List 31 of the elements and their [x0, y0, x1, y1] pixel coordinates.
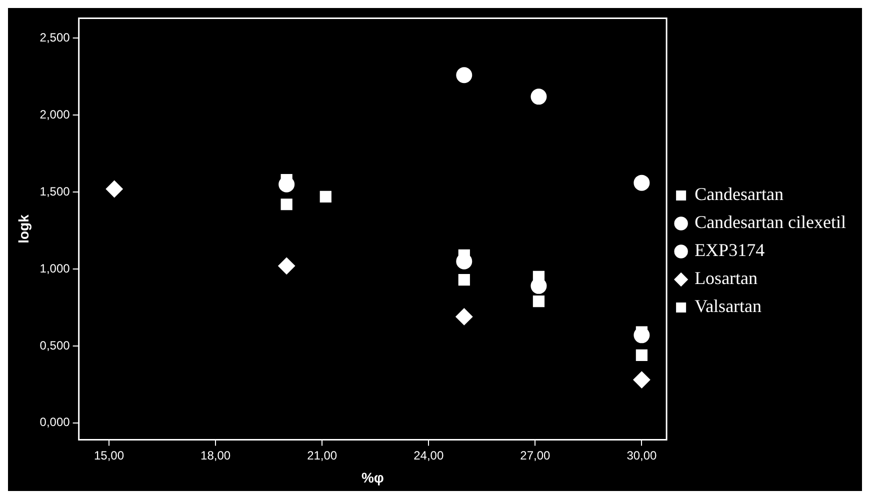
point [320, 190, 332, 202]
y-tick-label: 0,500 [40, 338, 70, 352]
x-axis-title: %φ [361, 469, 384, 486]
x-tick-label: 21,00 [307, 448, 338, 462]
y-axis-title: logk [15, 214, 32, 244]
point [530, 88, 547, 105]
y-tick-label: 2,000 [40, 107, 70, 122]
y-tick-label: 1,500 [40, 184, 70, 198]
x-tick-label: 18,00 [200, 448, 231, 462]
x-tick-label: 15,00 [94, 448, 124, 462]
x-tick-label: 30,00 [626, 448, 658, 462]
point [633, 371, 650, 388]
point [532, 296, 545, 308]
point [456, 308, 473, 326]
point [106, 180, 123, 198]
point [456, 67, 472, 84]
x-tick-label: 27,00 [520, 448, 551, 462]
y-tick-label: 2,500 [40, 30, 70, 45]
legend-label: Losartan [694, 268, 758, 288]
point [278, 257, 296, 274]
y-tick-label: 1,000 [40, 261, 70, 276]
point [636, 349, 648, 361]
point [458, 274, 470, 286]
legend-label: Candesartan cilexetil [694, 212, 846, 232]
legend-label: Valsartan [694, 296, 762, 316]
y-tick-label: 0,000 [40, 415, 70, 430]
legend-label: EXP3174 [694, 240, 765, 260]
legend-label: Candesartan [694, 184, 784, 204]
point [280, 198, 292, 210]
x-tick-label: 24,00 [414, 448, 444, 462]
point [634, 174, 650, 191]
